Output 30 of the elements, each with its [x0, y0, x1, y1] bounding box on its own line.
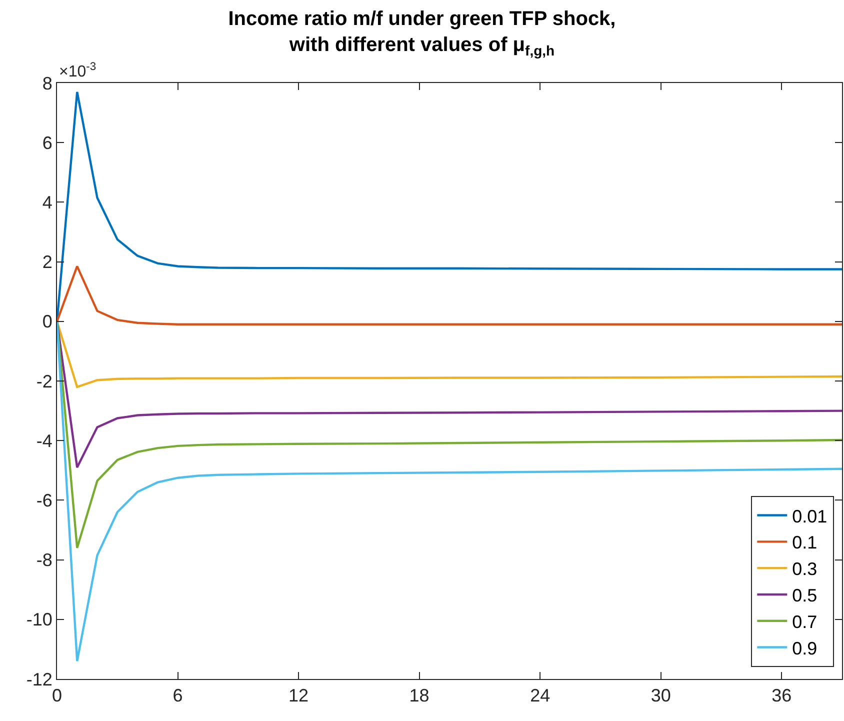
legend-label: 0.5 — [792, 586, 818, 606]
y-tick-label: -6 — [36, 490, 52, 510]
x-tick-label: 36 — [772, 686, 792, 706]
line-series — [57, 320, 842, 662]
y-tick-label: 2 — [42, 252, 52, 272]
legend-label: 0.7 — [792, 612, 818, 632]
text: ×10$^{-3}$ — [59, 61, 96, 81]
x-tick-label: 30 — [650, 686, 671, 706]
y-tick-label: 4 — [42, 192, 52, 212]
y-tick-label: -4 — [36, 430, 52, 451]
legend-label: 0.01 — [792, 506, 828, 526]
y-tick-label: 0 — [42, 312, 52, 332]
line-series — [57, 265, 842, 326]
x-tick-label: 12 — [288, 686, 309, 706]
legend-label: 0.1 — [792, 532, 818, 553]
line-series — [57, 320, 842, 388]
legend-label: 0.3 — [792, 559, 818, 580]
y-tick-label: -8 — [36, 550, 52, 570]
x-tick-label: 6 — [172, 686, 183, 706]
y-tick-label: -12 — [26, 669, 52, 690]
y-tick-label: 6 — [42, 132, 52, 153]
y-tick-label: -10 — [26, 610, 52, 630]
line-series — [57, 320, 842, 469]
x-tick-label: 18 — [409, 686, 430, 706]
y-tick-label: -2 — [36, 371, 52, 392]
y-tick-label: 8 — [42, 73, 52, 94]
legend-label: 0.9 — [792, 638, 818, 658]
chart-title: Income ratio m/f under green TFP shock, with different values of μ$_{f,g,h}$ — [228, 8, 616, 58]
line-series — [57, 320, 842, 549]
x-tick-label: 24 — [530, 686, 550, 706]
